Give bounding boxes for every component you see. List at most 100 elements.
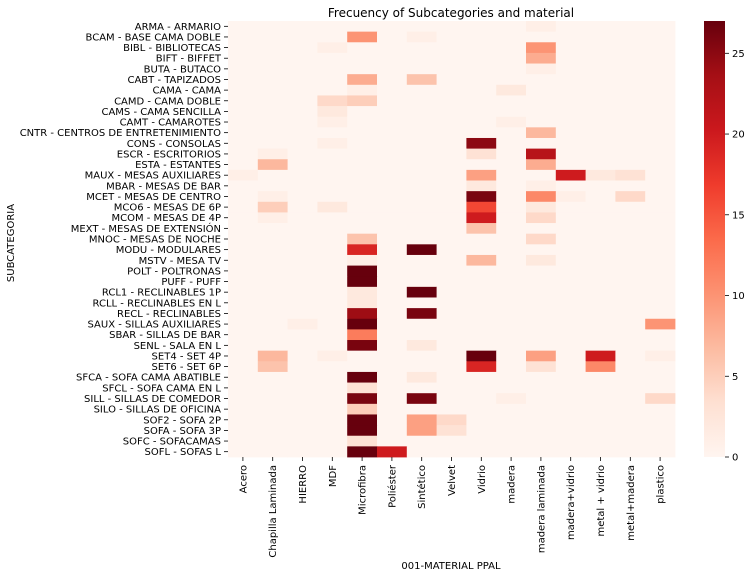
heatmap-cell <box>466 212 497 224</box>
column-label: Chapilla Laminada <box>268 465 279 558</box>
heatmap-cell <box>347 308 378 320</box>
heatmap-cell <box>466 127 497 139</box>
heatmap-cell <box>466 382 497 394</box>
heatmap-cell <box>466 414 497 426</box>
heatmap-cell <box>287 297 318 309</box>
heatmap-cell <box>228 361 259 373</box>
heatmap-cell <box>466 425 497 437</box>
heatmap-cell <box>377 63 408 75</box>
heatmap-cell <box>436 276 467 288</box>
heatmap-cell <box>317 382 348 394</box>
heatmap-cell <box>228 435 259 447</box>
y-axis-label: SUBCATEGORIA <box>6 204 17 282</box>
heatmap-cell <box>555 233 586 245</box>
heatmap-cell <box>228 286 259 298</box>
heatmap-cell <box>347 286 378 298</box>
heatmap-cell <box>645 233 676 245</box>
heatmap-cell <box>466 308 497 320</box>
heatmap-cell <box>466 74 497 86</box>
heatmap-cell <box>377 414 408 426</box>
heatmap-cell <box>287 265 318 277</box>
heatmap-cell <box>555 191 586 203</box>
heatmap-cell <box>228 42 259 54</box>
heatmap-cell <box>645 127 676 139</box>
heatmap-cell <box>228 371 259 383</box>
heatmap-cell <box>317 297 348 309</box>
heatmap-cell <box>228 340 259 352</box>
column-label: Acero <box>238 465 249 493</box>
heatmap-cell <box>347 201 378 213</box>
heatmap-cell <box>466 371 497 383</box>
heatmap-cell <box>585 435 616 447</box>
heatmap-cell <box>615 106 646 118</box>
heatmap-cell <box>287 201 318 213</box>
heatmap-cell <box>228 350 259 362</box>
heatmap-cell <box>466 106 497 118</box>
heatmap-cell <box>347 244 378 256</box>
heatmap-cell <box>406 169 437 181</box>
heatmap-cell <box>645 21 676 33</box>
heatmap-cell <box>257 244 288 256</box>
heatmap-cell <box>496 106 527 118</box>
heatmap-cell <box>496 84 527 96</box>
heatmap-cell <box>436 425 467 437</box>
heatmap-cell <box>496 244 527 256</box>
heatmap-cell <box>377 201 408 213</box>
heatmap-cell <box>317 180 348 192</box>
heatmap-cell <box>317 74 348 86</box>
heatmap-cell <box>317 191 348 203</box>
heatmap-cell <box>228 95 259 107</box>
heatmap-cell <box>406 297 437 309</box>
heatmap-cell <box>228 180 259 192</box>
heatmap-cell <box>436 52 467 64</box>
heatmap-cell <box>526 446 557 458</box>
heatmap-cell <box>496 254 527 266</box>
heatmap-cell <box>645 286 676 298</box>
heatmap-cell <box>526 52 557 64</box>
heatmap-cell <box>228 31 259 43</box>
heatmap-cell <box>377 52 408 64</box>
heatmap-cell <box>645 329 676 341</box>
column-label: madera laminada <box>536 465 547 553</box>
heatmap-cell <box>436 212 467 224</box>
heatmap-cell <box>526 148 557 160</box>
heatmap-cell <box>496 446 527 458</box>
heatmap-cell <box>585 276 616 288</box>
heatmap-cell <box>645 137 676 150</box>
row-label: MEXT - MESAS DE EXTENSIÓN <box>71 222 221 235</box>
heatmap-cell <box>347 233 378 245</box>
heatmap-cell <box>466 63 497 75</box>
heatmap-cell <box>347 340 378 352</box>
heatmap-cell <box>377 95 408 107</box>
heatmap-cell <box>615 137 646 150</box>
heatmap-cell <box>377 254 408 266</box>
heatmap-cell <box>555 180 586 192</box>
heatmap-cell <box>645 95 676 107</box>
heatmap-cell <box>585 329 616 341</box>
heatmap-cell <box>645 159 676 171</box>
row-label: PUFF - PUFF <box>161 277 221 288</box>
row-label: CABT - TAPIZADOS <box>127 75 221 86</box>
heatmap-cell <box>645 116 676 128</box>
heatmap-cell <box>555 265 586 277</box>
heatmap-cell <box>585 233 616 245</box>
heatmap-cell <box>347 393 378 405</box>
heatmap-cell <box>526 169 557 181</box>
heatmap-cell <box>436 74 467 86</box>
heatmap-cell <box>555 74 586 86</box>
heatmap-cell <box>287 244 318 256</box>
heatmap-cell <box>317 308 348 320</box>
heatmap-cell <box>347 350 378 362</box>
heatmap-cell <box>436 286 467 298</box>
heatmap-cell <box>317 244 348 256</box>
heatmap-cell <box>287 95 318 107</box>
heatmap-cell <box>406 180 437 192</box>
heatmap-cell <box>585 84 616 96</box>
heatmap-cell <box>645 318 676 330</box>
heatmap-cell <box>257 308 288 320</box>
heatmap-cell <box>257 127 288 139</box>
heatmap-cell <box>645 382 676 394</box>
heatmap-cell <box>257 382 288 394</box>
heatmap-cell <box>645 74 676 86</box>
heatmap-cell <box>555 350 586 362</box>
